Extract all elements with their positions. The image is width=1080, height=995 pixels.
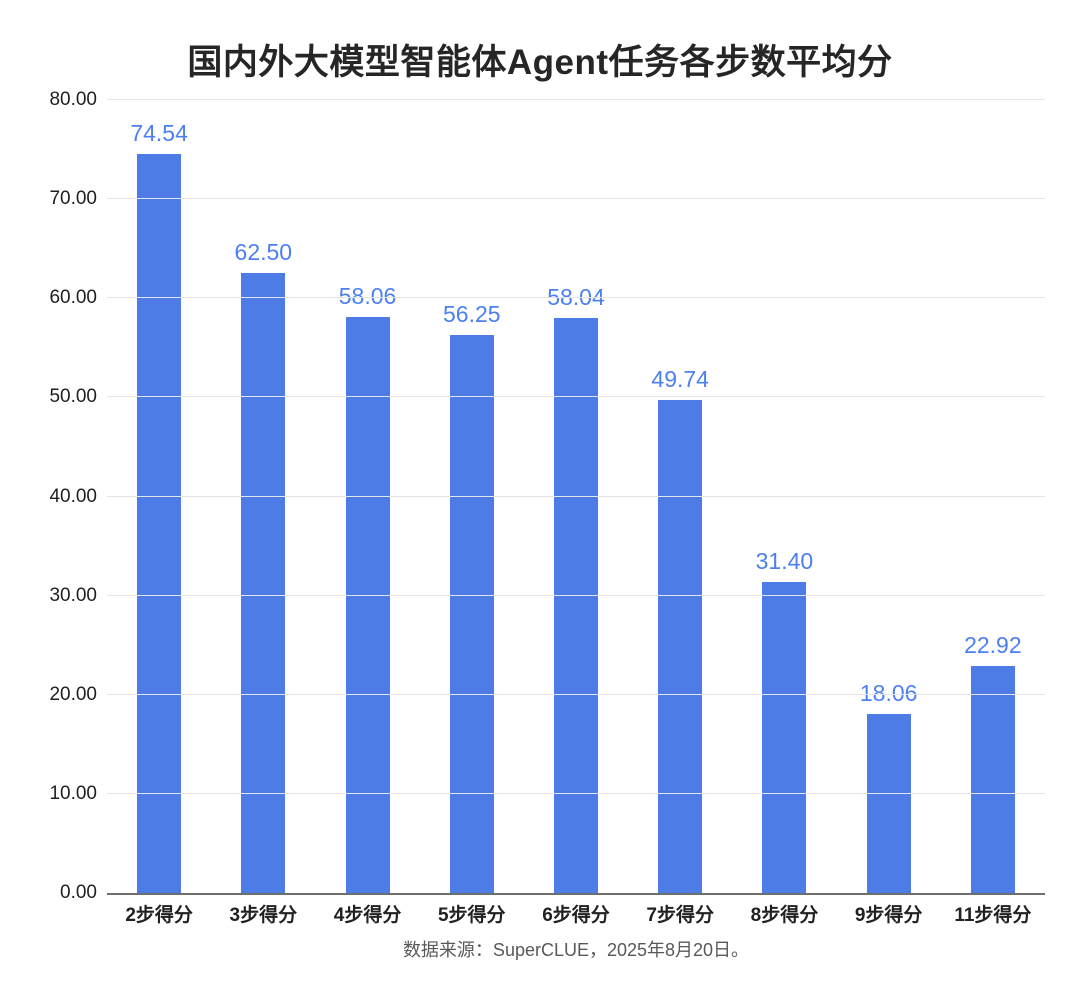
bar-value-label: 74.54 [130,120,188,147]
bar-slot: 62.50 [211,100,315,893]
bars-container: 74.54 62.50 58.06 56.25 58.04 49.74 31.40 18.06… [107,100,1045,893]
x-tick-label: 9步得分 [854,905,923,926]
bar [658,399,703,893]
y-tick-label: 50.00 [49,386,97,408]
bar-slot: 49.74 [628,100,732,893]
bar [345,317,390,893]
y-tick-label: 60.00 [49,287,97,309]
x-tick-label: 4步得分 [333,905,402,926]
bar [449,335,494,893]
x-axis: 2步得分 3步得分 4步得分 5步得分 6步得分 7步得分 8步得分 9步得分 11步得分 [107,900,1045,927]
y-tick-label: 30.00 [49,584,97,606]
x-tick-label: 11步得分 [954,905,1032,926]
y-tick-label: 20.00 [49,683,97,705]
bar [970,665,1015,893]
gridline [107,198,1045,200]
bar-value-label: 58.06 [338,283,397,310]
bar-value-label: 62.50 [234,239,293,266]
bar-slot: 31.40 [732,100,836,893]
source-note: 数据来源：SuperCLUE，2025年8月20日。 [402,940,750,960]
gridline [107,495,1045,497]
y-tick-label: 0.00 [60,882,97,903]
y-axis: 0.00 10.00 20.00 30.00 40.00 50.00 60.00 70.00 8… [0,89,97,903]
x-tick-label: 8步得分 [750,905,819,926]
x-tick-label: 5步得分 [437,905,506,926]
x-axis-line [107,893,1045,895]
bar [553,317,598,893]
bar-value-label: 58.04 [547,283,605,310]
gridline [107,792,1045,794]
bar-slot: 58.04 [524,100,628,893]
bar [137,154,182,893]
x-tick-label: 3步得分 [229,905,298,926]
y-tick-label: 70.00 [49,188,97,210]
bar-slot: 74.54 [107,100,211,893]
gridline [107,693,1045,695]
gridline [107,594,1045,596]
chart-title: 国内外大模型智能体Agent任务各步数平均分 [187,43,893,82]
bar [241,273,286,893]
bar-value-label: 56.25 [442,301,501,328]
bar-value-label: 18.06 [859,679,918,706]
x-tick-label: 7步得分 [646,905,714,926]
bar-slot: 18.06 [837,100,941,893]
y-tick-label: 10.00 [49,782,97,804]
bar-slot: 56.25 [420,100,524,893]
bar-value-label: 49.74 [651,365,709,392]
bar-value-label: 31.40 [755,547,814,574]
plot-area: 74.54 62.50 58.06 56.25 58.04 49.74 31.40 18.06… [107,99,1045,895]
gridline [107,396,1045,398]
bar-slot: 22.92 [941,100,1045,893]
y-tick-label: 80.00 [49,89,97,110]
gridline [107,297,1045,299]
x-tick-label: 6步得分 [542,905,610,926]
bar-slot: 58.06 [315,100,419,893]
bar [762,581,807,893]
gridline [107,99,1045,100]
bar [866,713,911,893]
x-tick-label: 2步得分 [125,905,193,926]
y-tick-label: 40.00 [49,485,97,507]
bar-value-label: 22.92 [964,631,1022,658]
